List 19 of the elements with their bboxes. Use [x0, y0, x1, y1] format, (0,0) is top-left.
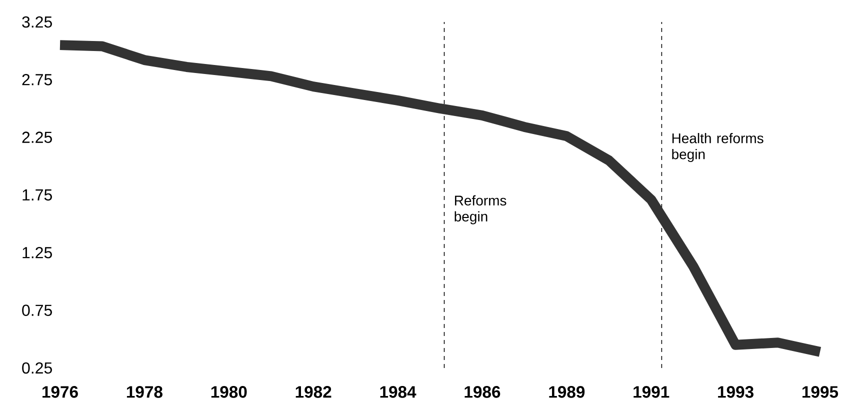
annotation: Reforms begin: [454, 195, 506, 224]
y-tick-label: 1.75: [22, 189, 52, 201]
x-tick-label: 1984: [380, 386, 416, 398]
y-tick-label: 2.75: [22, 74, 52, 86]
annotation: Health reforms begin: [672, 132, 764, 162]
x-tick-label: 1991: [634, 386, 670, 398]
x-tick-label: 1986: [464, 386, 500, 398]
y-tick-label: 1.25: [22, 247, 52, 258]
x-tick-label: 1978: [126, 386, 162, 398]
y-tick-label: 2.25: [22, 132, 52, 143]
x-tick-label: 1976: [42, 386, 78, 398]
x-tick-label: 1989: [549, 386, 585, 398]
x-tick-label: 1982: [296, 386, 332, 398]
x-tick-label: 1993: [718, 386, 754, 398]
y-tick-label: 0.25: [22, 362, 52, 374]
x-tick-label: 1980: [211, 386, 247, 398]
y-tick-label: 0.75: [22, 304, 52, 316]
y-tick-label: 3.25: [22, 16, 52, 28]
x-tick-label: 1995: [802, 386, 838, 398]
